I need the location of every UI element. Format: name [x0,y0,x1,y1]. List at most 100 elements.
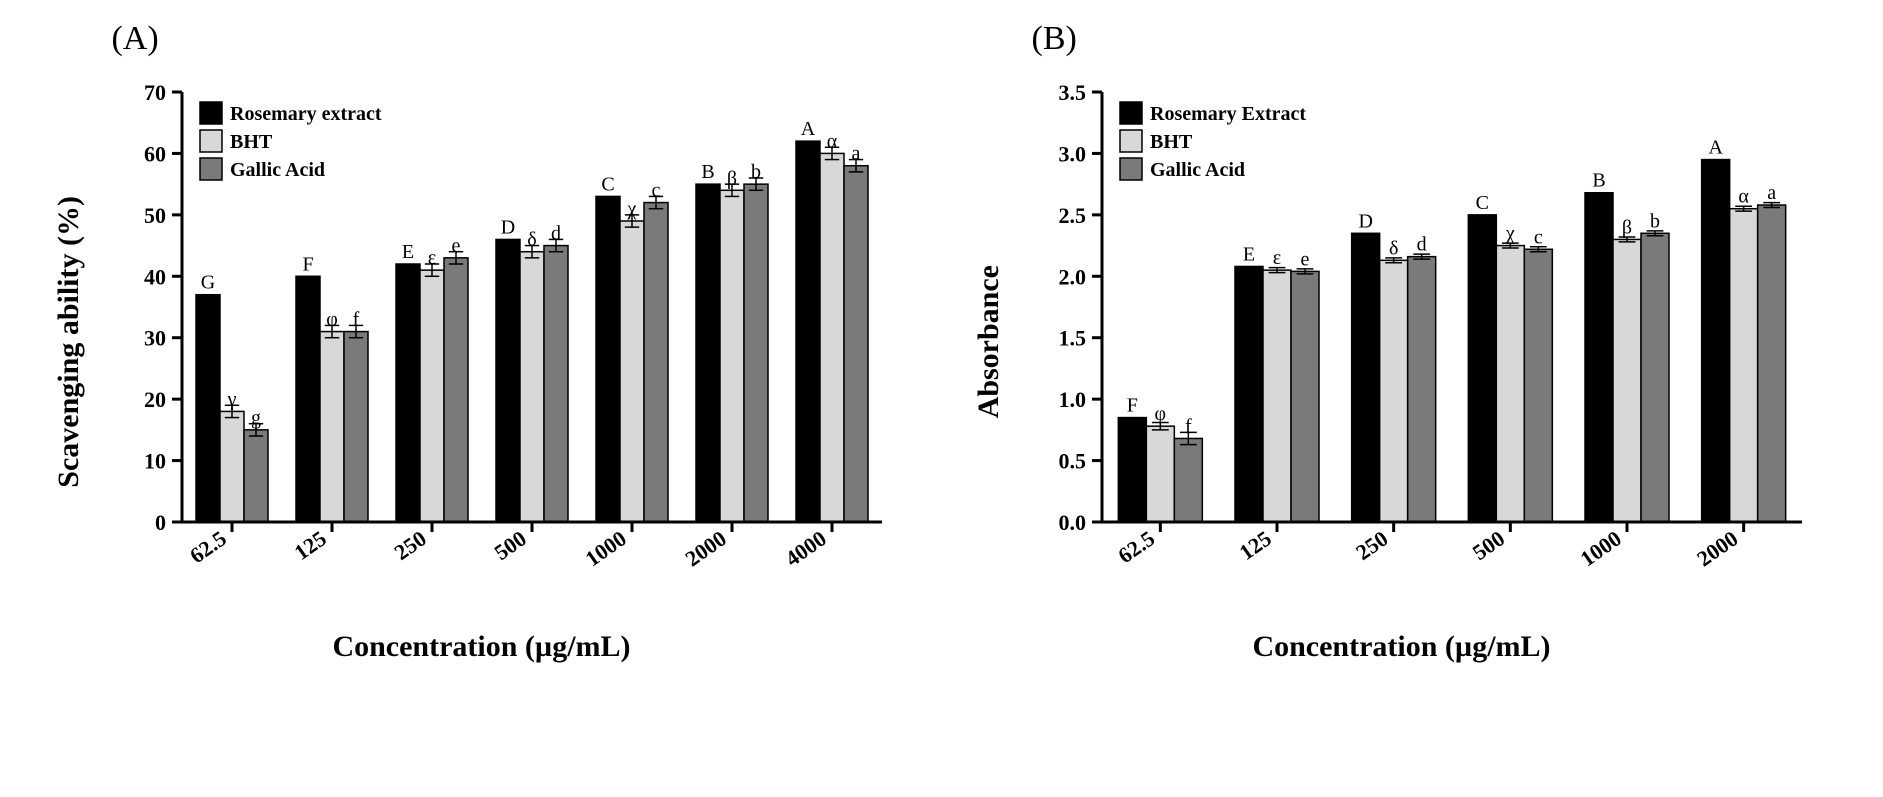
bar [1729,209,1757,522]
svg-text:30: 30 [144,326,166,351]
bar [296,276,320,522]
bar-annotation: c [651,180,660,202]
bar [344,332,368,522]
bar-annotation: E [401,241,413,263]
svg-text:1.0: 1.0 [1058,387,1086,412]
panel-a-xlabel: Concentration (µg/mL) [332,630,630,664]
x-tick-label: 2000 [1692,526,1742,572]
svg-text:60: 60 [144,141,166,166]
bar-annotation: C [601,173,614,195]
panel-b-title: (B) [1032,20,1077,58]
bar [196,295,220,522]
bar-annotation: D [500,216,514,238]
x-tick-label: 125 [289,526,330,565]
panel-a-chart-row: Scavenging ability (%) 010203040506070Gγ… [52,62,912,622]
svg-text:3.0: 3.0 [1058,141,1086,166]
legend-swatch [1120,130,1142,152]
panel-b-svg: 0.00.51.01.52.02.53.03.5Fφf62.5Eεe125Dδd… [1012,62,1832,622]
svg-text:10: 10 [144,449,166,474]
bar [244,430,268,522]
bar [420,270,444,522]
x-tick-label: 1000 [580,526,630,572]
bar [444,258,468,522]
bar-annotation: E [1242,243,1254,265]
svg-text:50: 50 [144,203,166,228]
bar-annotation: g [251,407,261,429]
legend-label: BHT [1150,131,1193,153]
bar-annotation: d [1416,234,1426,256]
bar [1468,215,1496,522]
panel-a-svg: 010203040506070Gγg62.5Fφf125Eεe250Dδd500… [92,62,912,622]
bar-annotation: e [1300,248,1309,270]
svg-text:3.5: 3.5 [1058,80,1086,105]
bar-annotation: B [1592,170,1605,192]
bar [544,246,568,522]
panel-b: (B) Absorbance 0.00.51.01.52.02.53.03.5F… [972,20,1832,664]
panel-b-ylabel: Absorbance [972,265,1006,418]
bar-annotation: b [751,161,761,183]
bar [1235,266,1263,522]
x-tick-label: 62.5 [1113,526,1159,569]
bar [1146,426,1174,522]
legend-label: Gallic Acid [1150,159,1245,181]
bar-annotation: α [1738,186,1749,208]
bar [644,203,668,522]
panel-a-ylabel: Scavenging ability (%) [52,196,86,488]
bar [1174,438,1202,522]
bar-annotation: φ [1154,403,1166,425]
svg-text:0.5: 0.5 [1058,449,1086,474]
svg-text:2.0: 2.0 [1058,264,1086,289]
bar [620,221,644,522]
bar-annotation: ε [427,247,435,269]
bar [1407,257,1435,522]
bar [596,196,620,522]
bar-annotation: F [1126,395,1137,417]
bar-annotation: C [1475,192,1488,214]
svg-text:20: 20 [144,387,166,412]
x-tick-label: 250 [389,526,430,565]
legend-label: Gallic Acid [230,159,325,181]
x-tick-label: 4000 [780,526,830,572]
bar [744,184,768,522]
bar-annotation: f [352,309,359,331]
panel-b-xlabel: Concentration (µg/mL) [1252,630,1550,664]
bar-annotation: D [1358,210,1372,232]
bar [1524,249,1552,522]
bar-annotation: d [551,223,561,245]
bar-annotation: F [302,253,313,275]
x-tick-label: 125 [1234,526,1275,565]
bar-annotation: A [800,118,815,140]
bar [220,411,244,522]
legend-swatch [200,102,222,124]
bar [1585,193,1613,522]
bar [1641,233,1669,522]
bar [1351,233,1379,522]
svg-text:40: 40 [144,264,166,289]
legend: Rosemary ExtractBHTGallic Acid [1120,102,1306,181]
x-tick-label: 500 [489,526,530,565]
bar-annotation: f [1184,415,1191,437]
panel-a: (A) Scavenging ability (%) 0102030405060… [52,20,912,664]
bar [1496,246,1524,522]
bar [1118,418,1146,522]
x-tick-label: 250 [1351,526,1392,565]
bar-annotation: β [1621,216,1631,238]
bar-annotation: δ [1388,237,1397,259]
bar [1291,271,1319,522]
bar [1613,239,1641,522]
bar [796,141,820,522]
bar-annotation: c [1533,226,1542,248]
legend-swatch [200,158,222,180]
panel-b-chart-row: Absorbance 0.00.51.01.52.02.53.03.5Fφf62… [972,62,1832,622]
x-tick-label: 500 [1467,526,1508,565]
legend-label: BHT [230,131,273,153]
svg-text:2.5: 2.5 [1058,203,1086,228]
x-tick-label: 2000 [680,526,730,572]
bar-annotation: A [1708,137,1723,159]
svg-text:0: 0 [155,510,166,535]
bar [720,190,744,522]
bar [1757,205,1785,522]
bar-annotation: G [200,272,214,294]
bar-annotation: α [826,130,837,152]
bar [1701,160,1729,522]
